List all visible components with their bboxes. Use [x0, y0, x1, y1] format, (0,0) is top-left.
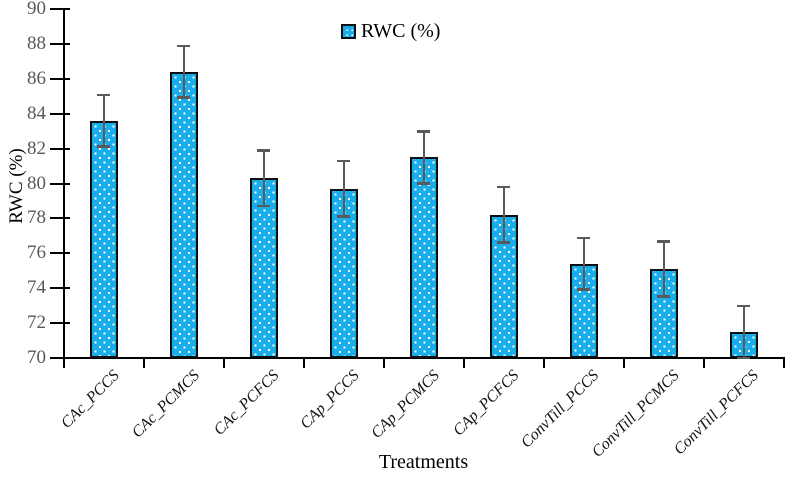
y-axis-tick [50, 287, 70, 290]
error-bar-cap-bottom [417, 182, 430, 185]
error-bar-cap-top [337, 159, 350, 163]
error-bar-cap-bottom [337, 215, 350, 218]
x-category-label: ConvTill_PCFCS [671, 367, 763, 459]
error-bar-line [582, 237, 585, 290]
legend: RWC (%) [341, 20, 440, 43]
bar [649, 269, 678, 358]
y-axis-tick [50, 77, 70, 80]
x-category-label: ConvTill_PCCS [518, 367, 603, 452]
y-tick-label: 84 [27, 102, 46, 124]
x-axis-tick [222, 357, 225, 368]
error-bar-line [662, 241, 665, 297]
x-category-label: ConvTill_PCMCS [588, 367, 683, 461]
x-axis-tick [142, 357, 145, 368]
y-tick-label: 86 [27, 67, 46, 89]
y-tick-label: 82 [27, 137, 46, 159]
bar [409, 157, 438, 358]
x-axis-tick [302, 357, 305, 368]
x-category-label: CAp_PCFCS [450, 367, 523, 440]
error-bar-cap-bottom [97, 145, 110, 148]
x-category-label: CAc_PCFCS [210, 367, 283, 439]
error-bar-line [102, 94, 105, 147]
bar [169, 71, 198, 358]
y-tick-label: 78 [27, 207, 46, 229]
x-axis-tick [702, 357, 705, 368]
error-bar-line [342, 160, 345, 217]
error-bar-cap-bottom [657, 295, 670, 298]
error-bar-line [742, 305, 745, 358]
error-bar-cap-bottom [497, 241, 510, 244]
x-category-label: CAc_PCMCS [128, 367, 203, 442]
error-bar-cap-top [657, 240, 670, 243]
error-bar-cap-top [577, 236, 590, 240]
x-axis-tick [622, 357, 625, 368]
y-tick-label: 90 [27, 0, 46, 19]
error-bar-line [262, 150, 265, 207]
error-bar-cap-top [97, 93, 110, 96]
x-axis-tick [62, 357, 65, 368]
y-tick-label: 76 [27, 242, 46, 264]
error-bar-line [502, 186, 505, 243]
y-axis-tick [50, 252, 70, 255]
x-axis-tick [462, 357, 465, 368]
bar [249, 178, 278, 358]
y-tick-label: 88 [27, 32, 46, 54]
error-bar-cap-bottom [577, 288, 590, 291]
y-axis-tick [50, 217, 70, 220]
y-tick-label: 70 [27, 347, 46, 368]
legend-label: RWC (%) [361, 20, 441, 42]
x-category-label: CAc_PCCS [57, 367, 123, 432]
error-bar-cap-top [257, 149, 270, 152]
error-bar-cap-top [737, 304, 750, 308]
y-axis-tick [50, 182, 70, 185]
error-bar-cap-bottom [177, 96, 190, 99]
x-axis-tick [782, 357, 785, 368]
error-bar-cap-top [417, 130, 430, 133]
error-bar-cap-top [177, 44, 190, 48]
error-bar-cap-top [497, 185, 510, 189]
y-axis-tick [50, 322, 70, 325]
y-tick-label: 74 [27, 277, 46, 299]
y-axis-tick [50, 112, 70, 115]
y-axis-tick [50, 147, 70, 150]
bar [89, 120, 118, 358]
x-axis-title: Treatments [378, 451, 469, 473]
error-bar-cap-bottom [737, 356, 750, 359]
legend-marker-icon [341, 24, 356, 39]
y-tick-label: 72 [27, 312, 46, 334]
error-bar-cap-bottom [257, 204, 270, 208]
y-axis-tick [50, 42, 70, 45]
error-bar-line [422, 131, 425, 184]
y-tick-label: 80 [27, 172, 46, 194]
x-category-label: CAp_PCCS [297, 367, 363, 433]
bar [329, 188, 358, 358]
x-category-label: CAp_PCMCS [367, 367, 443, 442]
error-bar-line [182, 45, 185, 98]
x-axis-tick [382, 357, 385, 368]
x-axis-tick [542, 357, 545, 368]
y-axis-tick [50, 357, 70, 359]
y-axis-tick [50, 8, 70, 10]
